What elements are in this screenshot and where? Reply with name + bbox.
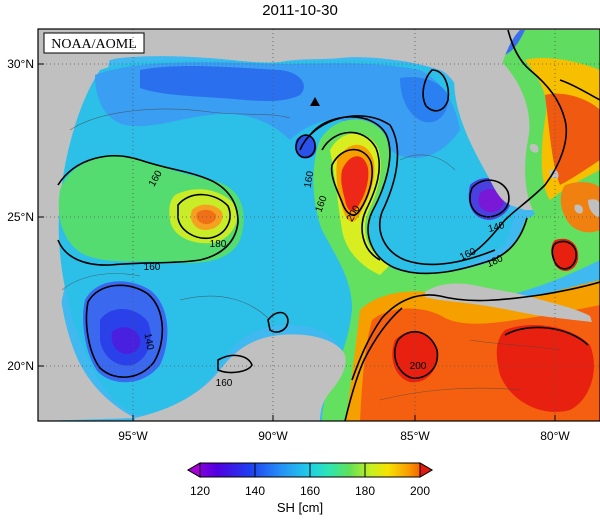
colorbar-label: SH [cm]: [276, 500, 324, 515]
lon-label: 95°W: [118, 429, 148, 443]
lon-label: 80°W: [540, 429, 570, 443]
contour-label: 160: [216, 378, 233, 389]
lon-label: 85°W: [400, 429, 430, 443]
colorbar-tick: 140: [245, 484, 265, 498]
contour-label: 160: [303, 170, 317, 189]
contour-label: 140: [487, 220, 506, 235]
credit-box: [43, 32, 145, 54]
contour-lines: [57, 29, 600, 421]
credit-label: NOAA/AOML: [51, 37, 137, 52]
colorbar-tick: 200: [410, 484, 430, 498]
colorbar-tick: 180: [355, 484, 375, 498]
yucatan: [135, 334, 346, 421]
lat-label: 25°N: [7, 210, 34, 224]
colorbar-tick: 120: [190, 484, 210, 498]
colorbar-tick: 160: [300, 484, 320, 498]
colorbar: 120 140 160 180 200: [187, 462, 433, 498]
florida: [454, 68, 515, 205]
contour-label: 140: [142, 332, 156, 351]
buoy-marker: [310, 97, 320, 106]
lat-label: 30°N: [7, 57, 34, 71]
graticule: [38, 29, 600, 421]
map-title: 2011-10-30: [262, 2, 338, 19]
cuba: [425, 283, 592, 322]
map-frame: [37, 28, 600, 422]
contour-label: 180: [210, 239, 227, 250]
lat-label: 20°N: [7, 359, 34, 373]
contour-label: 160: [144, 262, 161, 273]
lon-label: 90°W: [258, 429, 288, 443]
mexico-coast: [38, 150, 135, 421]
contour-label: 200: [410, 361, 427, 372]
